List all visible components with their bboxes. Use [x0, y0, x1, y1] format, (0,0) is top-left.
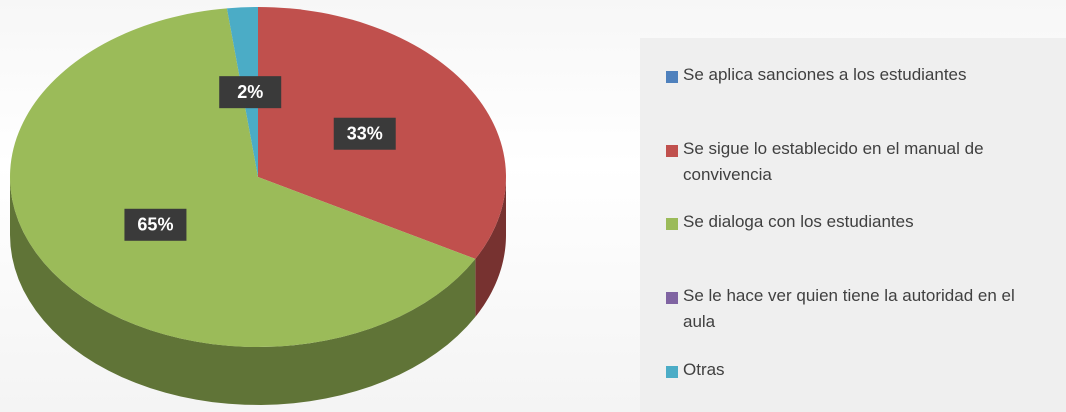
- legend-label: Se dialoga con los estudiantes: [683, 212, 914, 232]
- legend-label: Se sigue lo establecido en el manual de …: [683, 138, 984, 184]
- value-label-box: [333, 117, 396, 150]
- value-label: 33%: [347, 123, 383, 143]
- value-label: 2%: [237, 82, 263, 102]
- pie-chart: 33% 65% 2%: [10, 7, 506, 405]
- value-label: 65%: [137, 215, 173, 235]
- legend-item: Se sigue lo establecido en el manual de …: [666, 139, 1056, 188]
- legend-swatch: [666, 218, 678, 231]
- legend-item: Otras: [666, 360, 1056, 383]
- legend-swatch: [666, 144, 678, 157]
- pie-side: [10, 177, 476, 405]
- value-label-box: [124, 208, 187, 241]
- legend-swatch: [666, 365, 678, 378]
- legend-swatch: [666, 71, 678, 83]
- legend-item: Se le hace ver quien tiene la autoridad …: [666, 286, 1056, 335]
- legend-item: Se aplica sanciones a los estudiantes: [666, 65, 1056, 88]
- legend: Se aplica sanciones a los estudiantes Se …: [640, 38, 1066, 412]
- legend-item: Se dialoga con los estudiantes: [666, 212, 1056, 235]
- value-label-box: [219, 76, 282, 109]
- legend-label: Se le hace ver quien tiene la autoridad …: [683, 286, 1015, 332]
- legend-swatch: [666, 292, 678, 305]
- legend-label: Se aplica sanciones a los estudiantes: [683, 65, 967, 84]
- legend-label: Otras: [683, 359, 725, 379]
- pie-side: [475, 177, 506, 317]
- pie-slice: [10, 8, 476, 347]
